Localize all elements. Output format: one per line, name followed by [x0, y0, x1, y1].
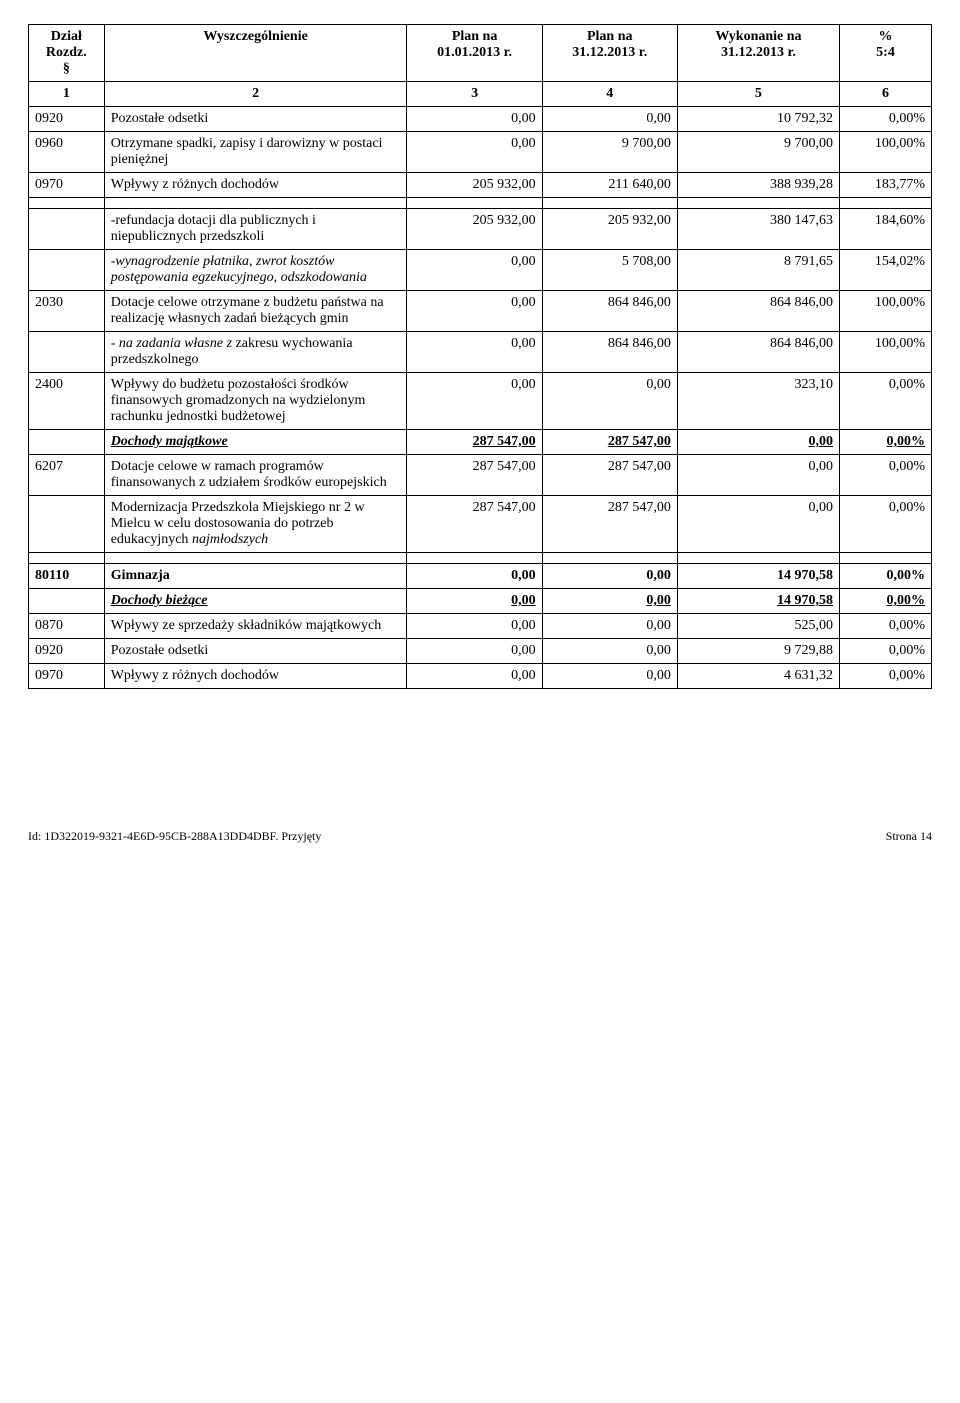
subheader-3: 3	[407, 82, 542, 107]
spacer-row	[29, 198, 932, 209]
subheader-2: 2	[104, 82, 407, 107]
table-row: 0970Wpływy z różnych dochodów205 932,002…	[29, 173, 932, 198]
table-row: Dochody majątkowe287 547,00287 547,000,0…	[29, 430, 932, 455]
table-row: - na zadania własne z zakresu wychowania…	[29, 332, 932, 373]
subheader-1: 1	[29, 82, 105, 107]
table-row: 0920Pozostałe odsetki0,000,0010 792,320,…	[29, 107, 932, 132]
footer-page: Strona 14	[886, 829, 932, 844]
subheader-6: 6	[840, 82, 932, 107]
footer-id: Id: 1D322019-9321-4E6D-95CB-288A13DD4DBF…	[28, 829, 321, 844]
budget-table: Dział Rozdz. § Wyszczególnienie Plan na …	[28, 24, 932, 689]
spacer-row	[29, 553, 932, 564]
header-percent: % 5:4	[840, 25, 932, 82]
table-row: 0970Wpływy z różnych dochodów0,000,004 6…	[29, 664, 932, 689]
table-row: 0920Pozostałe odsetki0,000,009 729,880,0…	[29, 639, 932, 664]
table-row: 0960Otrzymane spadki, zapisy i darowizny…	[29, 132, 932, 173]
table-row: Modernizacja Przedszkola Miejskiego nr 2…	[29, 496, 932, 553]
subheader-4: 4	[542, 82, 677, 107]
header-dzial: Dział Rozdz. §	[29, 25, 105, 82]
header-plan-0101: Plan na 01.01.2013 r.	[407, 25, 542, 82]
table-subheader-row: 1 2 3 4 5 6	[29, 82, 932, 107]
section-heading-row: 80110Gimnazja0,000,0014 970,580,00%	[29, 564, 932, 589]
table-row: 2030Dotacje celowe otrzymane z budżetu p…	[29, 291, 932, 332]
header-wyszczegolnienie: Wyszczególnienie	[104, 25, 407, 82]
table-row: -wynagrodzenie płatnika, zwrot kosztów p…	[29, 250, 932, 291]
table-row: 6207Dotacje celowe w ramach programów fi…	[29, 455, 932, 496]
table-row: 0870Wpływy ze sprzedaży składników mająt…	[29, 614, 932, 639]
table-header-row: Dział Rozdz. § Wyszczególnienie Plan na …	[29, 25, 932, 82]
table-row: 2400Wpływy do budżetu pozostałości środk…	[29, 373, 932, 430]
subheader-5: 5	[677, 82, 839, 107]
table-row: -refundacja dotacji dla publicznych i ni…	[29, 209, 932, 250]
page-footer: Id: 1D322019-9321-4E6D-95CB-288A13DD4DBF…	[28, 829, 932, 844]
section-sub-row: Dochody bieżące0,000,0014 970,580,00%	[29, 589, 932, 614]
header-plan-3112: Plan na 31.12.2013 r.	[542, 25, 677, 82]
header-wykonanie: Wykonanie na 31.12.2013 r.	[677, 25, 839, 82]
